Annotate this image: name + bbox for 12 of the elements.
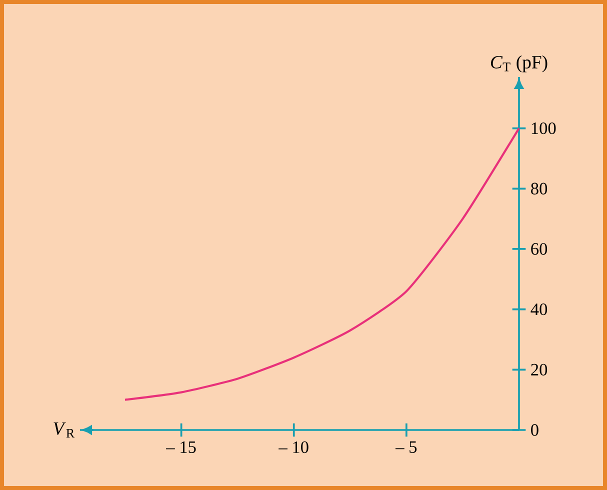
- line-series: [124, 127, 520, 401]
- y-tick-label: 0: [531, 424, 538, 436]
- y-tick-label: 20: [531, 364, 548, 376]
- y-axis-title: C$_{T}$ (pF): [491, 55, 548, 72]
- y-tick-label: 40: [530, 303, 548, 316]
- y-tick-label: 60: [531, 243, 548, 255]
- x-tick-label: – 10: [278, 441, 308, 454]
- x-tick-label: – 5: [395, 441, 417, 453]
- y-tick-label: 100: [532, 122, 556, 134]
- x-tick-label: – 15: [166, 441, 196, 453]
- x-axis-title: V$_{R}$: [54, 422, 75, 438]
- y-tick-label: 80: [531, 182, 548, 194]
